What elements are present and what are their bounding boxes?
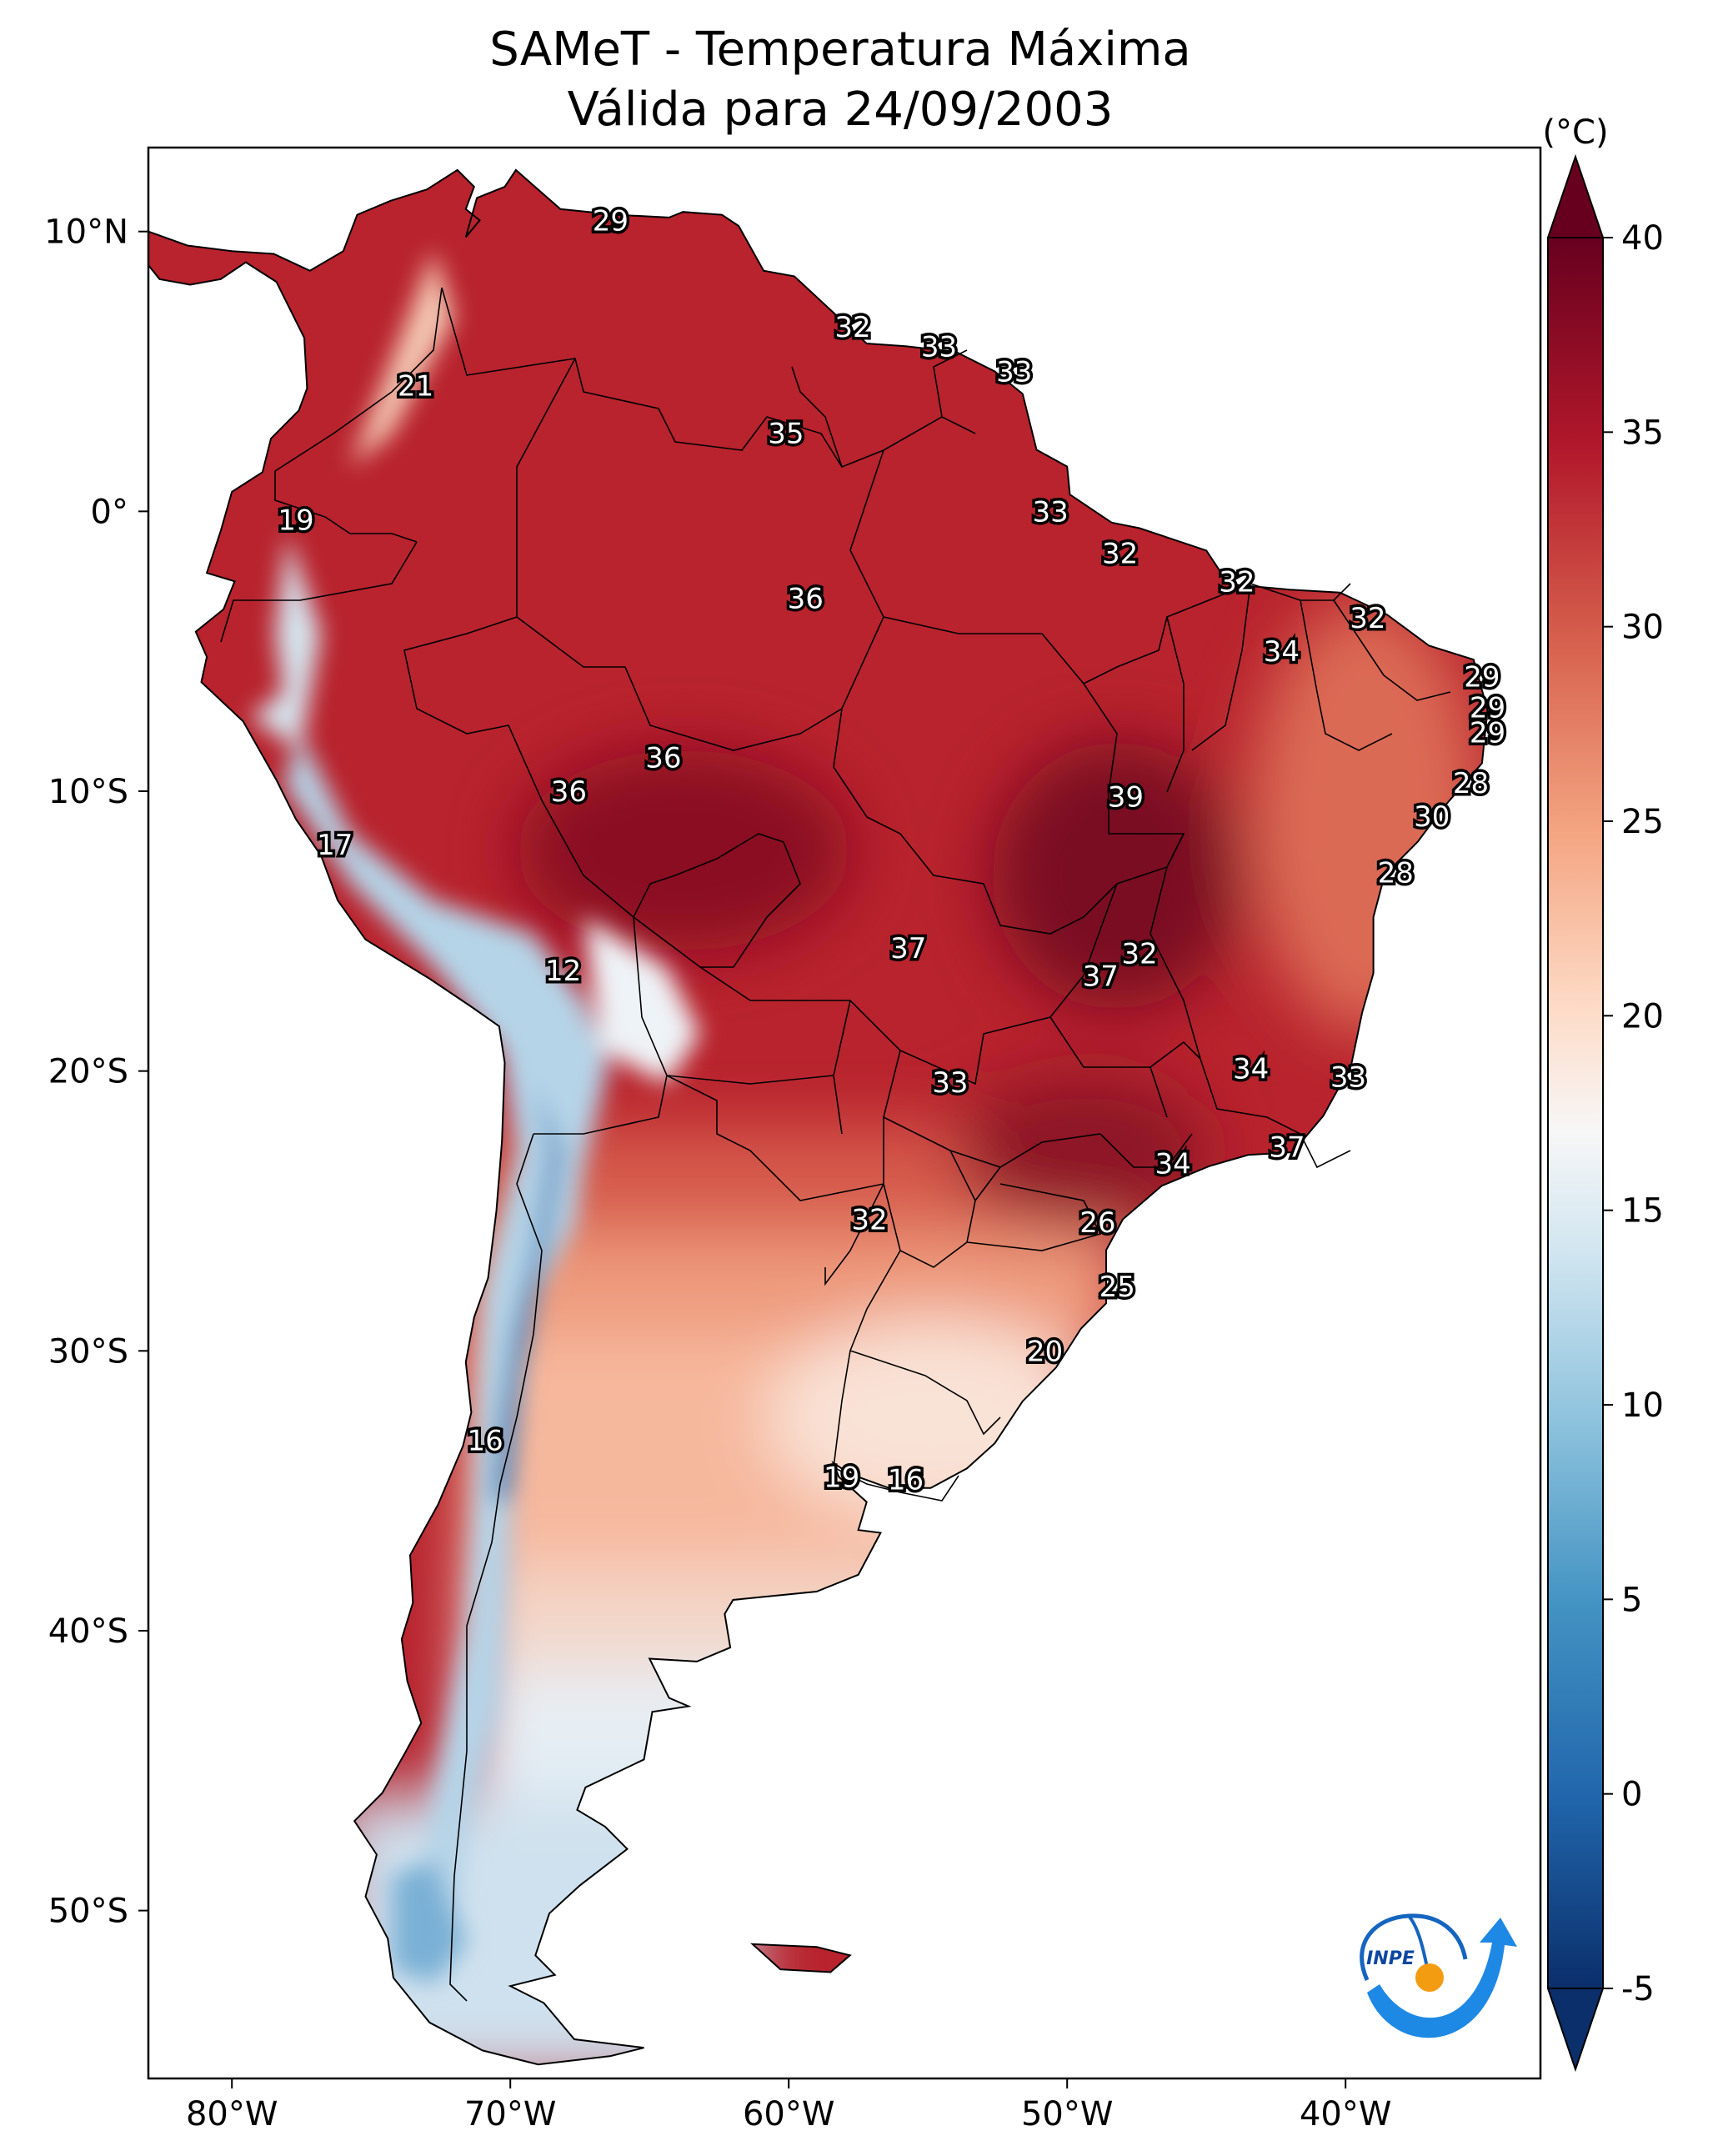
temperature-value-label: 33 <box>921 330 957 364</box>
temperature-value-label: 28 <box>1378 856 1414 890</box>
temperature-value-label: 32 <box>1121 938 1157 971</box>
colorbar-max-extension <box>1546 153 1605 238</box>
temperature-value-label: 36 <box>551 775 587 809</box>
temperature-value-label: 20 <box>1027 1335 1063 1368</box>
colorbar-tick-label: 15 <box>1621 1192 1664 1231</box>
latitude-axis: 10°N 0° 10°S 20°S 30°S 40°S 50°S <box>44 213 148 1931</box>
colorbar: (°C) -5 0 5 10 15 20 25 30 35 40 <box>1542 113 1664 2073</box>
temperature-value-label: 16 <box>468 1425 503 1458</box>
temperature-value-label: 12 <box>545 955 581 988</box>
colorbar-unit-label: (°C) <box>1542 113 1608 152</box>
lon-tick-label: 80°W <box>186 2095 278 2133</box>
lon-tick-label: 70°W <box>464 2095 556 2133</box>
temperature-value-label: 19 <box>824 1461 859 1494</box>
temperature-value-label: 16 <box>888 1464 924 1497</box>
colorbar-tick-label: 0 <box>1621 1776 1642 1814</box>
map-title-line-2: Válida para 24/09/2003 <box>568 83 1114 137</box>
inpe-logo: INPE <box>1360 1913 1517 2038</box>
colorbar-tick-label: 25 <box>1621 803 1664 841</box>
colorbar-tick-label: -5 <box>1621 1970 1655 2008</box>
temperature-value-label: 32 <box>851 1204 887 1237</box>
lat-tick-label: 30°S <box>48 1332 128 1371</box>
lat-tick-label: 10°N <box>44 213 128 252</box>
temperature-value-label: 29 <box>1470 691 1505 725</box>
lon-tick-label: 50°W <box>1021 2095 1113 2133</box>
temperature-value-label: 32 <box>1350 602 1385 635</box>
temperature-value-label: 33 <box>932 1066 968 1100</box>
lat-tick-label: 40°S <box>48 1612 128 1651</box>
lon-tick-label: 40°W <box>1300 2095 1391 2133</box>
temperature-value-label: 29 <box>593 204 629 238</box>
lat-tick-label: 20°S <box>48 1053 128 1091</box>
temperature-value-label: 29 <box>1464 660 1500 694</box>
temperature-value-label: 39 <box>1108 781 1144 815</box>
map-title-line-1: SAMeT - Temperatura Máxima <box>489 23 1191 77</box>
temperature-value-label: 32 <box>1219 565 1255 599</box>
temperature-value-label: 37 <box>890 932 926 965</box>
colorbar-tick-label: 20 <box>1621 997 1664 1035</box>
colorbar-tick-label: 35 <box>1621 414 1664 452</box>
lon-tick-label: 60°W <box>743 2095 834 2133</box>
political-boundaries <box>220 287 1451 2002</box>
temperature-value-label: 37 <box>1269 1131 1305 1164</box>
lat-tick-label: 50°S <box>48 1893 128 1931</box>
logo-arc-icon <box>1360 1913 1468 1982</box>
temperature-value-label: 33 <box>1033 495 1069 529</box>
temperature-value-label: 25 <box>1099 1271 1135 1304</box>
temperature-value-label: 30 <box>1414 800 1450 834</box>
longitude-axis: 80°W 70°W 60°W 50°W 40°W <box>186 2078 1391 2133</box>
temperature-value-label: 21 <box>398 369 433 403</box>
logo-sun-icon <box>1415 1963 1444 1992</box>
temperature-value-label: 28 <box>1453 767 1489 800</box>
colorbar-tick-label: 10 <box>1621 1386 1664 1425</box>
map-frame <box>147 146 1542 2080</box>
temperature-value-label: 37 <box>1083 960 1119 994</box>
logo-swoosh-icon <box>1367 1918 1517 2038</box>
lat-tick-label: 10°S <box>48 773 128 811</box>
temperature-value-label: 34 <box>1233 1052 1269 1086</box>
colorbar-gradient <box>1547 237 1604 1989</box>
lat-tick-label: 0° <box>91 493 128 531</box>
temperature-value-label: 26 <box>1079 1206 1115 1240</box>
colorbar-min-extension <box>1546 1988 1605 2073</box>
temperature-value-label: 35 <box>768 417 804 450</box>
temperature-value-label: 32 <box>834 311 870 344</box>
temperature-value-label: 33 <box>996 356 1032 389</box>
temperature-value-label: 17 <box>317 829 353 862</box>
colorbar-ticks: -5 0 5 10 15 20 25 30 35 40 <box>1603 219 1664 2008</box>
temperature-value-label: 34 <box>1264 635 1300 669</box>
temperature-value-label: 29 <box>1470 717 1505 750</box>
temperature-value-label: 19 <box>278 504 313 537</box>
colorbar-tick-label: 30 <box>1621 609 1664 647</box>
logo-text: INPE <box>1366 1948 1415 1969</box>
temperature-value-label: 34 <box>1155 1147 1190 1181</box>
temperature-value-label: 33 <box>1330 1060 1366 1094</box>
temperature-value-label: 32 <box>1102 538 1138 571</box>
colorbar-tick-label: 40 <box>1621 219 1664 258</box>
temperature-value-label: 36 <box>788 582 824 615</box>
temperature-value-label: 36 <box>645 742 681 775</box>
colorbar-tick-label: 5 <box>1621 1581 1642 1619</box>
